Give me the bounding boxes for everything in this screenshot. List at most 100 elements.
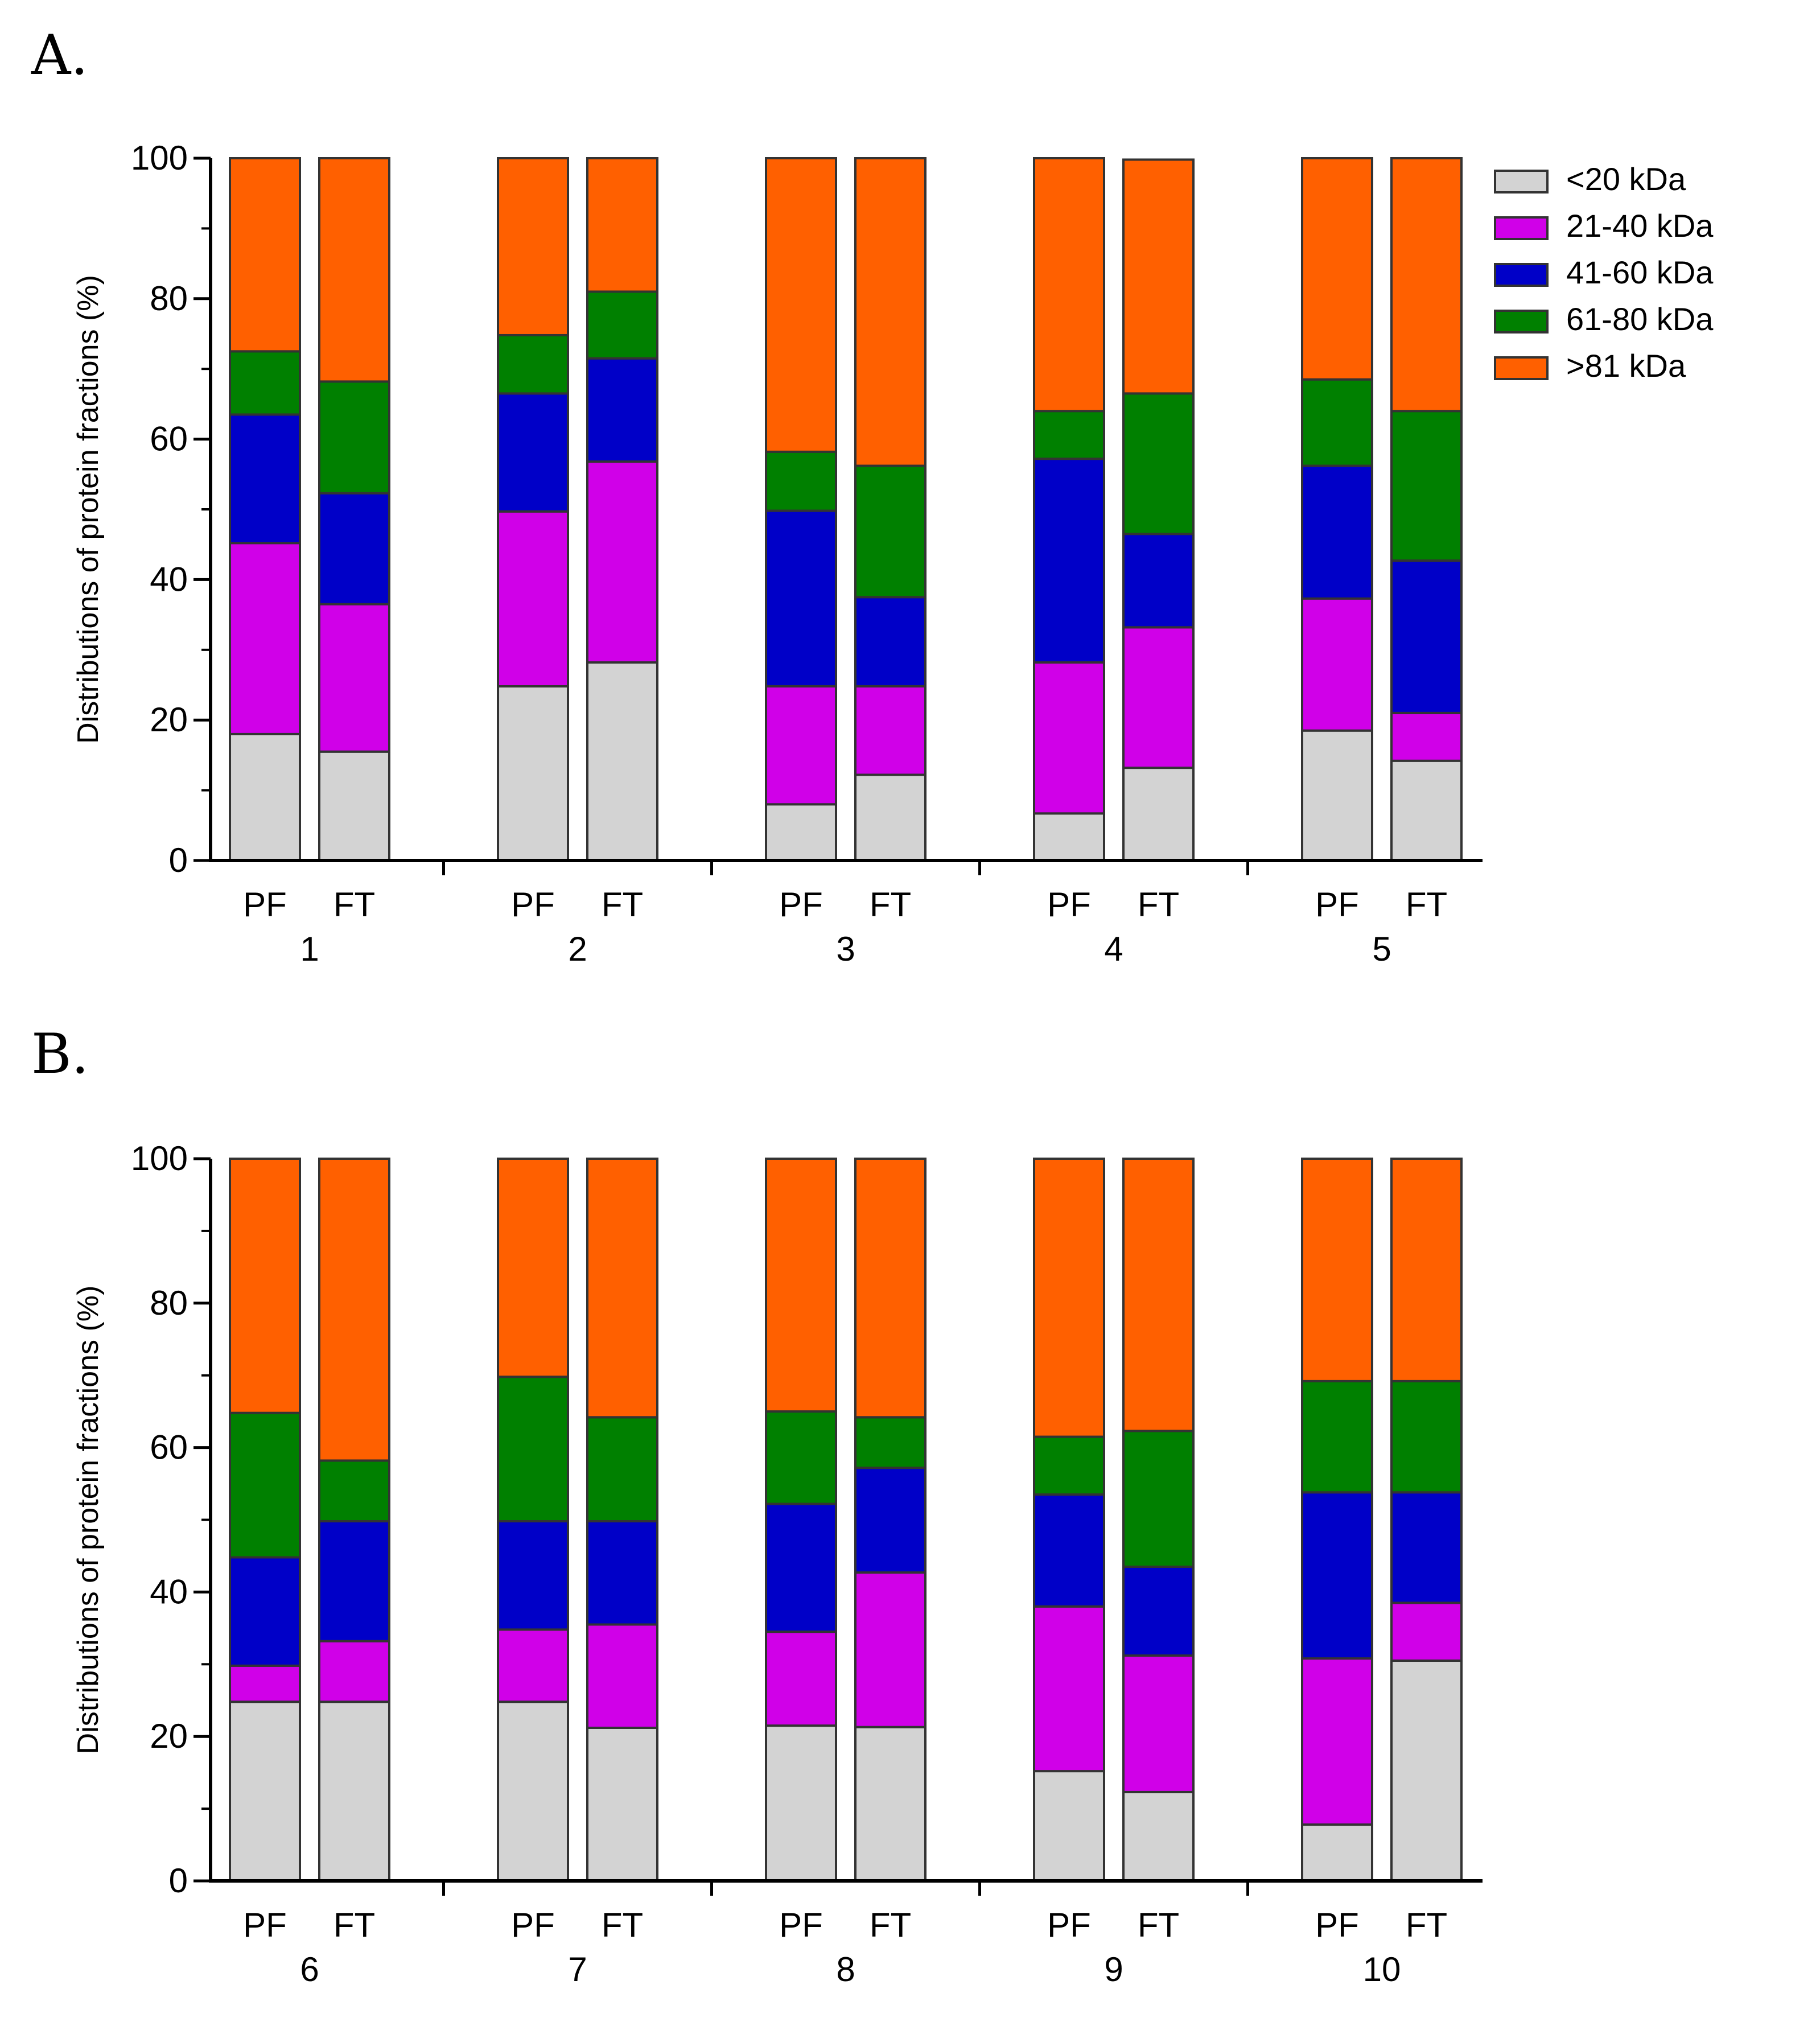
bar-segment (1122, 392, 1195, 536)
bar-segment (318, 1520, 390, 1642)
bar-segment (1301, 1657, 1373, 1826)
bar-segment (1301, 157, 1373, 381)
y-axis-label: Distributions of protein fractions (%) (72, 1286, 105, 1755)
y-tick-label: 80 (150, 1284, 188, 1322)
x-tick-label: PF (1047, 1906, 1091, 1944)
bar-segment (497, 1628, 569, 1703)
bar-segment (229, 1556, 301, 1667)
y-tick-label: 60 (150, 420, 188, 458)
legend-label: 61-80 kDa (1566, 301, 1714, 337)
x-tick-label: PF (511, 1906, 555, 1944)
bar-segment (1033, 1435, 1105, 1496)
bar-segment (497, 1376, 569, 1523)
bar-segment (229, 1664, 301, 1703)
bar-segment (586, 1158, 658, 1419)
bar-segment (765, 803, 837, 862)
bar-segment (1033, 1770, 1105, 1883)
bar-segment (229, 732, 301, 862)
bar-segment (765, 1631, 837, 1727)
y-tick-label: 40 (150, 1572, 188, 1611)
bar-segment (854, 1416, 927, 1469)
bar-segment (318, 1158, 390, 1462)
group-label: 9 (1104, 1950, 1123, 1988)
bar-segment (229, 350, 301, 416)
bar-segment (229, 1158, 301, 1414)
bar-segment (765, 450, 837, 512)
bar-segment (229, 542, 301, 735)
x-tick-label: PF (243, 886, 287, 924)
legend-swatch (1494, 170, 1549, 193)
y-axis-label: Distributions of protein fractions (%) (72, 275, 105, 744)
bar-segment (1390, 711, 1463, 762)
bar-segment (1122, 767, 1195, 862)
bar-segment (1122, 1790, 1195, 1883)
group-label: 7 (568, 1950, 587, 1988)
y-tick-label: 60 (150, 1428, 188, 1467)
bar-segment (497, 1701, 569, 1883)
bar-segment (854, 1726, 927, 1882)
bar-segment (229, 1411, 301, 1559)
bar-segment (1390, 1491, 1463, 1604)
bar-segment (854, 685, 927, 776)
bar-segment (1122, 1565, 1195, 1657)
x-tick-label: FT (1406, 1906, 1447, 1944)
bar-segment (497, 392, 569, 513)
panel-label: B. (31, 1022, 89, 1086)
bar-segment (854, 464, 927, 599)
panels: A. Distributions of protein fractions (%)… (31, 23, 1483, 1988)
bar-segment (1390, 157, 1463, 413)
y-tick-label: 100 (131, 139, 188, 177)
bar-segment (1122, 533, 1195, 629)
bar-segment (586, 1520, 658, 1626)
bar-segment (1301, 1158, 1373, 1382)
bar-segment (229, 1701, 301, 1883)
bar-segment (1122, 1158, 1195, 1432)
bar-segment (229, 413, 301, 545)
x-tick-label: PF (243, 1906, 287, 1944)
x-tick-label: FT (602, 1906, 643, 1944)
bar-segment (1122, 1654, 1195, 1793)
bar-segment (1390, 1158, 1463, 1382)
x-tick-label: FT (333, 886, 375, 924)
bar-segment (765, 685, 837, 806)
group-label: 5 (1372, 930, 1391, 968)
bar-segment (1390, 559, 1463, 714)
y-tick-label: 80 (150, 279, 188, 318)
bar-segment (497, 157, 569, 336)
bar-segment (586, 1623, 658, 1729)
y-tick-label: 20 (150, 701, 188, 739)
x-tick-label: FT (333, 1906, 375, 1944)
bar-segment (497, 685, 569, 862)
x-tick-label: PF (1315, 886, 1359, 924)
bar-segment (318, 750, 390, 862)
legend-label: >81 kDa (1566, 348, 1686, 384)
bar-segment (1033, 812, 1105, 862)
bar-segment (1301, 1380, 1373, 1494)
chart-panel-b: B. Distributions of protein fractions (%)… (31, 1022, 1483, 1988)
y-tick-label: 0 (169, 1862, 188, 1900)
x-tick-label: PF (511, 886, 555, 924)
chart-panel-a: A. Distributions of protein fractions (%)… (31, 23, 1483, 968)
bar-segment (318, 1701, 390, 1883)
bar-segment (765, 157, 837, 453)
bar-segment (318, 492, 390, 606)
y-tick-label: 40 (150, 560, 188, 598)
legend-swatch (1494, 263, 1549, 287)
bar-segment (854, 157, 927, 467)
group-label: 4 (1104, 930, 1123, 968)
group-label: 6 (300, 1950, 319, 1988)
bar-segment (1033, 1493, 1105, 1608)
x-tick-label: FT (1406, 886, 1447, 924)
bar-segment (1301, 378, 1373, 467)
group-label: 3 (836, 930, 855, 968)
legend-label: 21-40 kDa (1566, 208, 1714, 244)
bar-segment (1301, 597, 1373, 732)
bar-segment (586, 460, 658, 664)
bar-segment (1390, 1380, 1463, 1494)
bar-segment (318, 1459, 390, 1523)
group-label: 1 (300, 930, 319, 968)
bar-segment (765, 1502, 837, 1633)
legend-label: <20 kDa (1566, 161, 1686, 197)
bar-segment (1033, 1605, 1105, 1773)
